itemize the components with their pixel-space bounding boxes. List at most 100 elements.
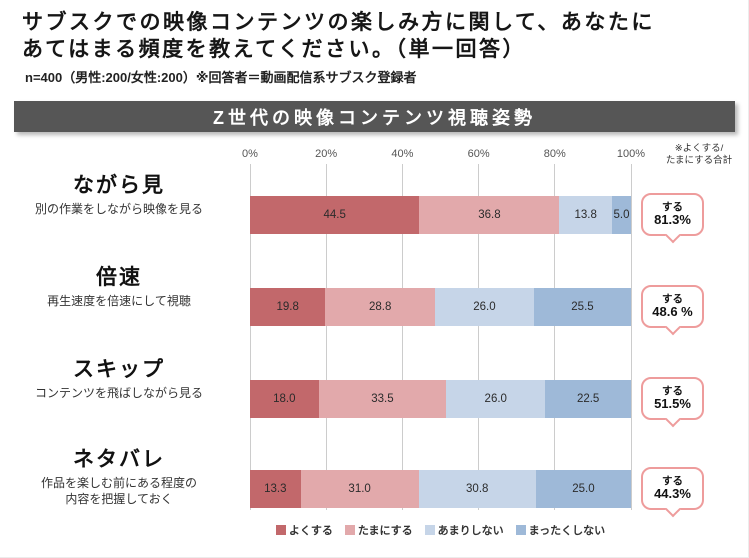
bar-value-label: 26.0 — [484, 393, 507, 405]
legend-label: よくする — [288, 525, 333, 537]
bubble-label: する — [662, 201, 683, 213]
stacked-bar: 44.5 36.8 13.8 5.0 — [250, 196, 631, 234]
bar-segment: 31.0 — [300, 470, 419, 508]
row-label-block: ながら見 別の作業をしながら映像を見る — [0, 174, 238, 218]
row-label: スキップ — [73, 358, 165, 381]
bar-value-label: 26.0 — [473, 301, 496, 313]
gridline — [630, 164, 632, 510]
bar-segment: 19.8 — [250, 288, 326, 326]
legend-swatch — [515, 525, 526, 535]
legend-swatch — [424, 525, 435, 535]
legend: よくする たまにする あまりしない まったくしない — [250, 522, 631, 538]
page-title-line1: サブスクでの映像コンテンツの楽しみ方に関して、あなたに — [22, 11, 655, 34]
gridline — [401, 164, 403, 510]
chart-row-nagarami: ながら見 別の作業をしながら映像を見る 44.5 36.8 13.8 5.0 する 8… — [0, 174, 748, 236]
bar-segment: 26.0 — [434, 288, 534, 326]
axis-note-line1: ※よくする/ — [674, 143, 724, 154]
bar-segment: 28.8 — [325, 288, 435, 326]
bar-value-label: 13.3 — [264, 483, 287, 495]
bar-value-label: 25.5 — [571, 301, 594, 313]
gridline — [249, 164, 251, 510]
row-label: ながら見 — [73, 174, 165, 197]
bar-value-label: 5.0 — [613, 209, 630, 221]
page-title: サブスクでの映像コンテンツの楽しみ方に関して、あなたに あてはまる頻度を教えてく… — [22, 10, 655, 64]
legend-item: たまにする — [344, 522, 413, 538]
legend-swatch — [275, 525, 286, 535]
bar-segment: 33.5 — [318, 380, 447, 418]
sample-note: n=400（男性:200/女性:200）※回答者＝動画配信系サブスク登録者 — [25, 70, 417, 85]
bubble-label: する — [662, 475, 683, 487]
summary-bubble: する 44.3% — [641, 467, 704, 510]
x-axis: 0% 20% 40% 60% 80% 100% — [242, 148, 645, 162]
bubble-value: 48.6 % — [652, 304, 693, 320]
summary-bubble: する 48.6 % — [641, 285, 704, 328]
bar-value-label: 33.5 — [371, 393, 394, 405]
bar-value-label: 22.5 — [576, 393, 600, 405]
gridline — [478, 164, 480, 510]
row-sublabel: コンテンツを飛ばしながら見る — [34, 386, 203, 401]
x-tick: 0% — [242, 148, 258, 160]
bar-segment: 22.5 — [545, 380, 631, 418]
bar-segment: 5.0 — [611, 196, 631, 234]
gridline — [554, 164, 556, 510]
row-label: 倍速 — [96, 266, 142, 289]
summary-bubble: する 51.5% — [641, 377, 704, 420]
row-sublabel: 別の作業をしながら映像を見る — [34, 202, 203, 217]
axis-note: ※よくする/ たまにする合計 — [650, 143, 748, 168]
x-tick: 20% — [315, 148, 338, 160]
legend-item: よくする — [275, 522, 333, 538]
page-title-line2: あてはまる頻度を教えてください。（単一回答） — [22, 37, 526, 61]
row-label-block: スキップ コンテンツを飛ばしながら見る — [0, 358, 238, 402]
bar-segment: 25.0 — [535, 470, 631, 508]
stacked-bar: 18.0 33.5 26.0 22.5 — [250, 380, 631, 418]
legend-label: たまにする — [357, 525, 413, 537]
bar-segment: 36.8 — [419, 196, 560, 234]
chart-row-netabare: ネタバレ 作品を楽しむ前にある程度の 内容を把握しておく 13.3 31.0 30.… — [0, 448, 748, 510]
bar-segment: 44.5 — [250, 196, 420, 234]
bar-value-label: 28.8 — [368, 301, 392, 313]
legend-item: あまりしない — [424, 522, 504, 538]
summary-bubble: する 81.3% — [641, 193, 704, 236]
x-tick: 80% — [543, 148, 566, 160]
row-label-block: 倍速 再生速度を倍速にして視聴 — [0, 266, 238, 310]
bubble-label: する — [662, 293, 683, 305]
stacked-bar: 19.8 28.8 26.0 25.5 — [250, 288, 632, 326]
bar-value-label: 30.8 — [466, 483, 489, 495]
bubble-value: 44.3% — [654, 486, 691, 502]
row-label: ネタバレ — [73, 448, 165, 471]
row-sublabel: 作品を楽しむ前にある程度の 内容を把握しておく — [40, 476, 197, 506]
legend-item: まったくしない — [515, 522, 606, 538]
gridlines — [249, 164, 632, 510]
legend-label: あまりしない — [437, 525, 504, 537]
bar-segment: 25.5 — [533, 288, 632, 326]
bubble-value: 51.5% — [654, 396, 691, 412]
bubble-value: 81.3% — [654, 212, 691, 228]
bar-value-label: 13.8 — [574, 209, 597, 221]
bar-value-label: 19.8 — [276, 301, 299, 313]
chart-title-banner: Z世代の映像コンテンツ視聴姿勢 — [14, 101, 735, 132]
legend-swatch — [344, 525, 355, 535]
x-tick: 40% — [391, 148, 414, 160]
legend-label: まったくしない — [528, 525, 606, 537]
bar-segment: 26.0 — [446, 380, 546, 418]
bar-value-label: 25.0 — [572, 483, 595, 495]
bar-value-label: 36.8 — [478, 209, 501, 221]
axis-note-line2: たまにする合計 — [665, 155, 733, 167]
bar-segment: 13.8 — [559, 196, 612, 234]
bar-segment: 13.3 — [250, 470, 301, 508]
row-label-block: ネタバレ 作品を楽しむ前にある程度の 内容を把握しておく — [0, 448, 238, 507]
chart-row-skip: スキップ コンテンツを飛ばしながら見る 18.0 33.5 26.0 22.5 する … — [0, 358, 748, 420]
gridline — [325, 164, 327, 510]
x-tick: 100% — [616, 148, 646, 160]
stacked-bar: 13.3 31.0 30.8 25.0 — [250, 470, 631, 508]
chart-row-baisoku: 倍速 再生速度を倍速にして視聴 19.8 28.8 26.0 25.5 する 48.6… — [0, 266, 748, 328]
bar-value-label: 31.0 — [348, 483, 371, 495]
bar-segment: 30.8 — [418, 470, 536, 508]
x-tick: 60% — [467, 148, 490, 160]
bar-segment: 18.0 — [250, 380, 319, 418]
row-sublabel: 再生速度を倍速にして視聴 — [47, 294, 191, 309]
bubble-label: する — [662, 385, 683, 397]
bar-value-label: 44.5 — [323, 209, 346, 221]
bar-value-label: 18.0 — [273, 393, 296, 405]
